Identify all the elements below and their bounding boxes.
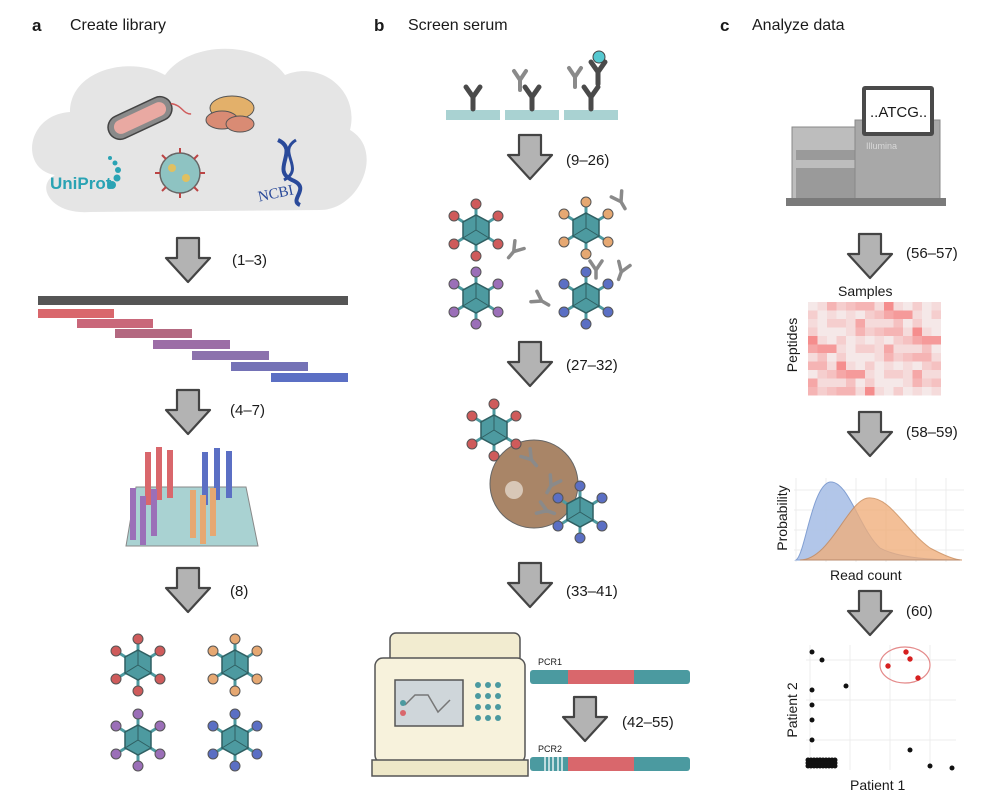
cells-icon xyxy=(205,95,255,133)
arrow-a1 xyxy=(164,236,212,284)
scatter-points xyxy=(805,649,955,771)
scatter-point xyxy=(809,687,815,693)
scatter-point-highlight xyxy=(885,663,891,669)
phage-antibody-mix xyxy=(448,189,632,330)
uniprot-logo-icon xyxy=(108,156,121,189)
bacterium-icon xyxy=(107,95,192,141)
scatter-point xyxy=(809,717,815,723)
scatter-point xyxy=(927,763,933,769)
scatter-point xyxy=(819,657,825,663)
patient-scatter xyxy=(806,645,956,770)
ncbi-logo-icon xyxy=(276,138,303,207)
phage-purple-icon xyxy=(448,266,504,330)
heatmap-xlabel: Samples xyxy=(838,283,893,299)
phage-blue-icon xyxy=(552,480,608,544)
heatmap-ylabel: Peptides xyxy=(784,317,800,373)
scatter-point xyxy=(809,737,815,743)
virus-icon xyxy=(155,148,205,198)
phage-red-icon xyxy=(448,198,504,262)
density-xlabel: Read count xyxy=(830,567,902,583)
panel-label-c: c xyxy=(720,16,730,35)
phage-purple-icon xyxy=(110,708,166,772)
arrow-b3 xyxy=(506,561,554,609)
ref-b1: (9–26) xyxy=(566,152,610,169)
arrow-c2 xyxy=(846,410,894,458)
phage-blue-icon xyxy=(558,266,614,330)
arrow-b2 xyxy=(506,340,554,388)
plate-with-antibodies xyxy=(446,50,618,120)
panel-label-a: a xyxy=(32,16,42,35)
scatter-point xyxy=(949,765,955,771)
scatter-point xyxy=(907,747,913,753)
phage-red-icon xyxy=(110,633,166,697)
ref-b4: (42–55) xyxy=(622,714,674,731)
pcr1-label: PCR1 xyxy=(538,657,563,667)
scatter-ylabel: Patient 2 xyxy=(784,682,800,738)
ref-b3: (33–41) xyxy=(566,583,618,600)
phage-library xyxy=(110,633,263,772)
panel-title-b: Screen serum xyxy=(408,17,508,34)
ref-a3: (8) xyxy=(230,583,249,600)
pcr2-label: PCR2 xyxy=(538,744,563,754)
tiled-fragments xyxy=(38,296,348,382)
uniprot-logo-text: UniProt xyxy=(50,174,112,193)
ref-a2: (4–7) xyxy=(230,402,266,419)
scatter-point-highlight xyxy=(903,649,909,655)
scatter-point-highlight xyxy=(907,656,913,662)
sequencer xyxy=(786,86,946,206)
density-plot xyxy=(794,478,964,562)
scatter-point xyxy=(809,702,815,708)
sequencer-screen-text: ..ATCG.. xyxy=(870,104,928,121)
scatter-point xyxy=(809,649,815,655)
pcr1-product xyxy=(530,670,690,684)
arrow-b4 xyxy=(561,695,609,743)
magnetic-bead xyxy=(489,439,579,529)
phage-orange-icon xyxy=(558,196,614,260)
arrow-b1 xyxy=(506,133,554,181)
phage-orange-icon xyxy=(207,633,263,697)
scatter-point xyxy=(843,683,849,689)
arrow-a3 xyxy=(164,566,212,614)
panel-title-c: Analyze data xyxy=(752,17,845,34)
panel-label-b: b xyxy=(374,16,385,35)
scatter-point-highlight xyxy=(915,675,921,681)
density-ylabel: Probability xyxy=(774,485,790,551)
phage-red-icon xyxy=(466,398,522,462)
sequencer-brand: Illumina xyxy=(866,141,898,151)
arrow-c3 xyxy=(846,589,894,637)
ref-c3: (60) xyxy=(906,603,933,620)
arrow-c1 xyxy=(846,232,894,280)
ref-c2: (58–59) xyxy=(906,424,958,441)
oligo-array xyxy=(125,447,259,547)
ref-a1: (1–3) xyxy=(232,252,268,269)
ref-b2: (27–32) xyxy=(566,357,618,374)
pcr2-product xyxy=(530,757,690,771)
scatter-xlabel: Patient 1 xyxy=(850,777,906,793)
panel-title-a: Create library xyxy=(70,17,167,34)
phage-blue-icon xyxy=(207,708,263,772)
pcr-machine xyxy=(371,632,529,777)
count-heatmap xyxy=(808,302,941,396)
bound-phages xyxy=(466,398,608,544)
arrow-a2 xyxy=(164,388,212,436)
ref-c1: (56–57) xyxy=(906,245,958,262)
scatter-point xyxy=(832,763,838,769)
